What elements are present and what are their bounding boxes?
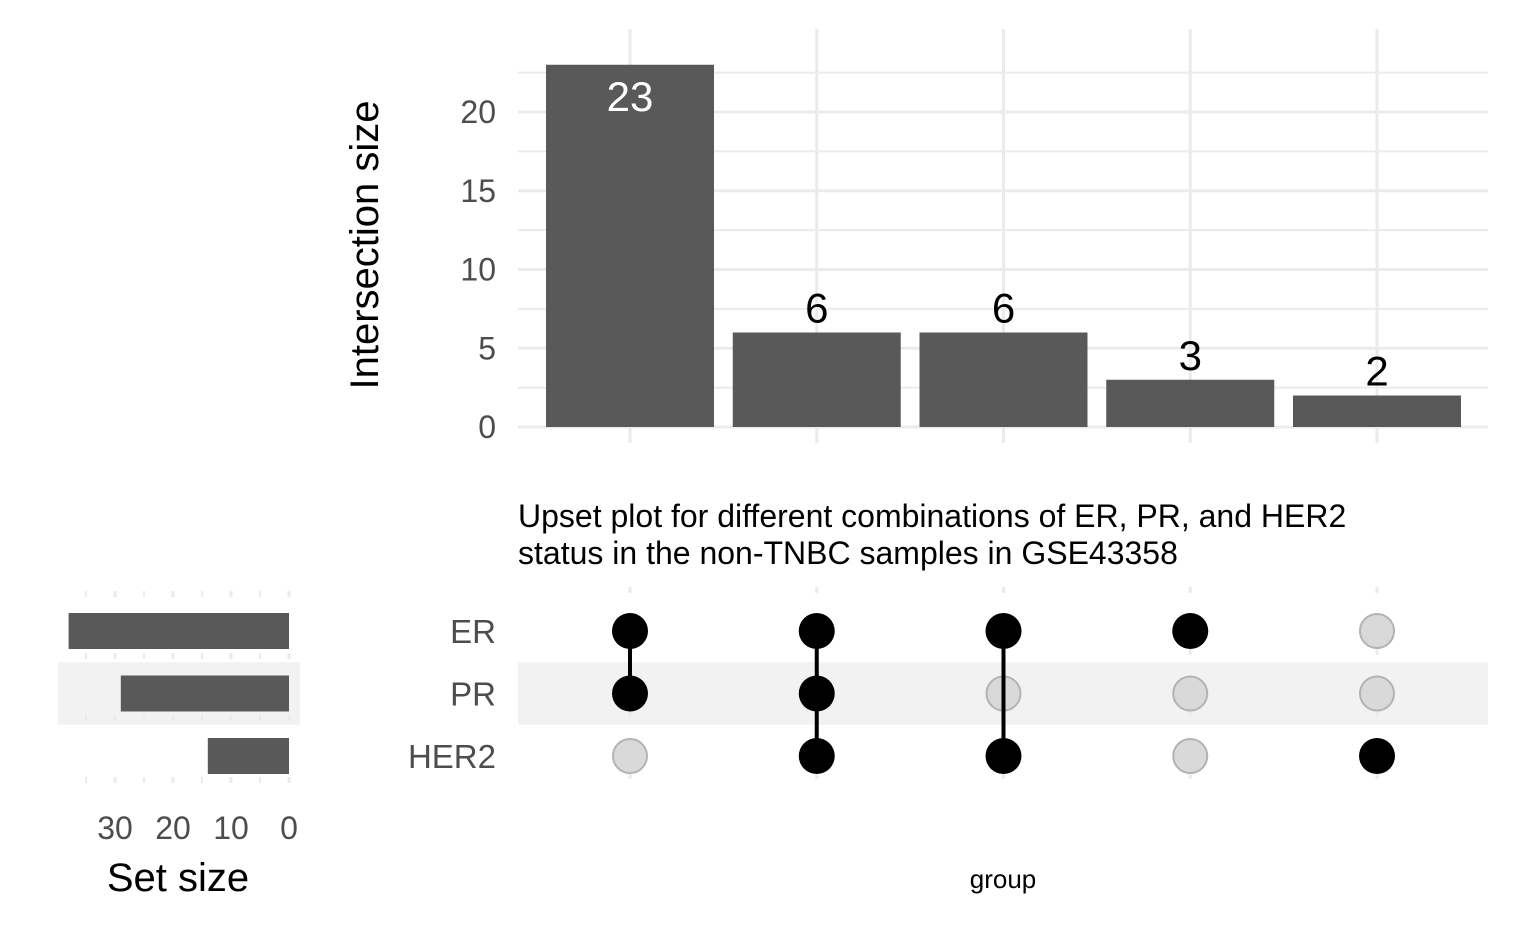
chart-title-line-1: Upset plot for different combinations of…	[518, 498, 1346, 534]
intersection-bar	[732, 332, 901, 427]
set-size-tick-label: 20	[155, 810, 191, 846]
intersection-size-axis-label: Intersection size	[343, 100, 387, 389]
set-size-panel: 30 20 10 0 Set size	[58, 591, 300, 900]
matrix-dot-inactive	[1359, 675, 1395, 712]
set-size-axis-label: Set size	[107, 856, 249, 900]
intersection-bar	[919, 332, 1088, 427]
intersection-y-tick-label: 5	[478, 330, 496, 366]
set-label-her2: HER2	[408, 738, 496, 775]
intersection-bar-label: 23	[607, 73, 654, 120]
intersection-y-tick-label: 10	[460, 252, 496, 288]
set-label-er: ER	[450, 613, 496, 650]
matrix-dot-active	[1359, 738, 1395, 774]
matrix-dot-active	[985, 738, 1022, 774]
matrix-dots	[612, 613, 1395, 774]
matrix-dot-active	[798, 738, 835, 774]
intersection-bar	[1106, 379, 1275, 427]
set-size-bar-pr	[120, 675, 289, 712]
intersection-bar	[546, 64, 714, 427]
set-size-bar-her2	[207, 738, 289, 774]
matrix-dot-active	[798, 613, 835, 649]
membership-matrix: ER PR HER2 group	[408, 587, 1488, 894]
matrix-dot-inactive	[1359, 613, 1395, 649]
intersection-y-tick-label: 20	[460, 94, 496, 130]
set-size-tick-label: 30	[97, 810, 133, 846]
matrix-dot-active	[798, 675, 835, 712]
set-size-bars	[68, 613, 289, 774]
set-size-bar-er	[68, 613, 289, 649]
matrix-dot-active	[612, 675, 648, 712]
chart-title: Upset plot for different combinations of…	[518, 498, 1355, 571]
intersection-y-tick-label: 15	[460, 173, 496, 209]
set-size-x-ticks: 30 20 10 0	[97, 810, 298, 846]
matrix-dot-inactive	[1172, 738, 1209, 774]
chart-title-line-2: status in the non-TNBC samples in GSE433…	[518, 535, 1178, 571]
intersection-bar-labels: 23 6 6 3 2	[607, 73, 1389, 395]
intersection-y-tick-label: 0	[478, 409, 496, 445]
matrix-set-labels: ER PR HER2	[408, 613, 496, 775]
intersection-bar-label: 3	[1179, 332, 1202, 379]
matrix-dot-active	[985, 613, 1022, 649]
intersection-y-ticks: 0 5 10 15 20	[460, 94, 496, 445]
set-size-tick-label: 0	[280, 810, 298, 846]
matrix-dot-inactive	[612, 738, 648, 774]
matrix-dot-inactive	[1172, 675, 1209, 712]
intersection-bar-label: 6	[805, 285, 828, 332]
intersection-bar	[1293, 395, 1461, 427]
intersection-bar-label: 6	[992, 285, 1015, 332]
matrix-x-axis-label: group	[970, 864, 1037, 894]
intersection-size-panel: 0 5 10 15 20 23 6 6 3 2 Intersection size	[343, 29, 1488, 445]
matrix-dot-active	[612, 613, 648, 649]
set-label-pr: PR	[450, 676, 496, 713]
intersection-bars	[546, 64, 1461, 427]
matrix-dot-active	[1172, 613, 1209, 649]
intersection-bar-label: 2	[1365, 348, 1388, 395]
set-size-tick-label: 10	[213, 810, 249, 846]
